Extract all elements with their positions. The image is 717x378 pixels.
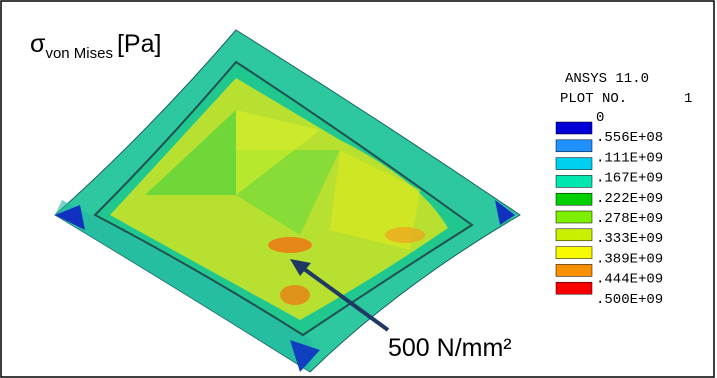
title-symbol: σ xyxy=(30,30,46,58)
legend-swatch xyxy=(556,175,592,187)
legend-level: .167E+09 xyxy=(596,171,663,187)
legend-level: 0 xyxy=(596,110,604,126)
legend-level: .500E+09 xyxy=(596,292,663,308)
title-subscript: von Mises xyxy=(45,45,113,62)
legend-swatch xyxy=(556,282,592,294)
legend-level: .556E+08 xyxy=(596,130,663,146)
legend-swatch xyxy=(556,211,592,223)
legend-level: .278E+09 xyxy=(596,211,663,227)
legend-swatch xyxy=(556,140,592,152)
legend-software: ANSYS 11.0 xyxy=(565,71,649,87)
legend-swatch xyxy=(556,264,592,276)
annotation-text: 500 N/mm² xyxy=(388,334,512,362)
legend-level: .389E+09 xyxy=(596,251,663,267)
legend-level: .222E+09 xyxy=(596,191,663,207)
legend-level: .444E+09 xyxy=(596,272,663,288)
legend-level: .111E+09 xyxy=(596,150,663,166)
title-unit: [Pa] xyxy=(117,30,161,58)
legend-swatch xyxy=(556,158,592,170)
legend-swatch xyxy=(556,122,592,134)
legend-plot-label: PLOT NO. xyxy=(560,91,627,107)
legend-swatch xyxy=(556,247,592,259)
legend-level: .333E+09 xyxy=(596,231,663,247)
legend-swatch xyxy=(556,229,592,241)
legend-plot-number: 1 xyxy=(684,91,692,107)
screenshot: σvon Mises[Pa] ANSYS 11.0 PLOT NO. 1 0 .5… xyxy=(0,0,717,378)
legend-swatch xyxy=(556,193,592,205)
